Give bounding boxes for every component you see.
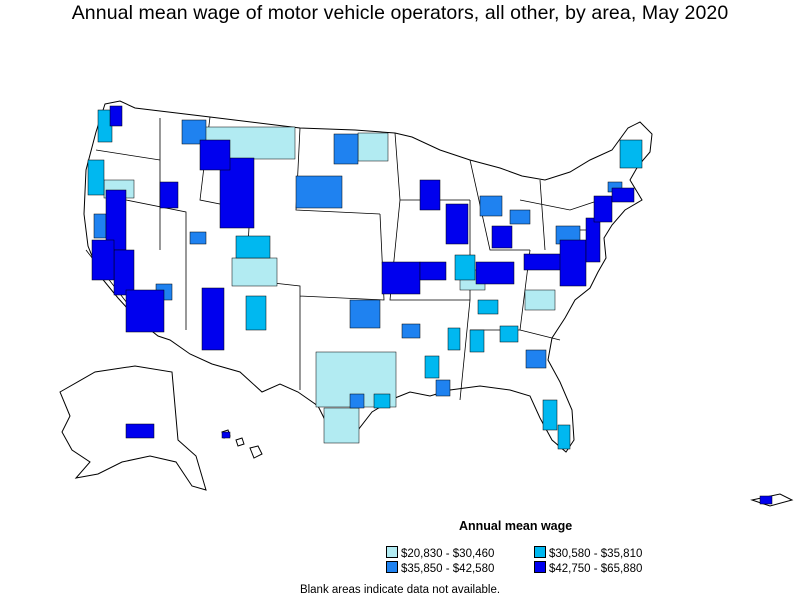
area-missouri xyxy=(381,261,421,295)
legend-swatch-high xyxy=(534,561,546,573)
area-utah-south xyxy=(189,231,207,245)
area-maryland xyxy=(585,217,601,263)
area-tennessee xyxy=(477,299,499,315)
area-alaska-south xyxy=(125,423,155,439)
area-oregon-coast xyxy=(87,159,105,196)
area-hawaii-oahu xyxy=(221,431,231,439)
legend-swatch-mid-high xyxy=(386,561,398,573)
area-illinois-north xyxy=(445,203,469,245)
area-maine xyxy=(619,139,643,169)
area-iowa xyxy=(419,179,441,211)
legend-label-low: $20,830 - $30,460 xyxy=(401,548,495,560)
area-oklahoma xyxy=(349,299,381,329)
area-new-mexico xyxy=(245,295,267,331)
area-florida-west xyxy=(542,399,558,431)
area-ohio xyxy=(509,209,531,225)
area-alabama xyxy=(469,329,485,353)
area-west-virginia xyxy=(523,253,567,271)
area-michigan xyxy=(479,195,503,217)
area-kansas-east xyxy=(419,261,447,281)
area-louisiana xyxy=(424,355,440,379)
area-washington-seattle xyxy=(109,105,123,127)
area-connecticut xyxy=(611,187,635,203)
area-indiana xyxy=(491,225,513,249)
legend-swatch-low xyxy=(386,546,398,558)
area-california-central xyxy=(91,239,115,281)
legend-item-high: $42,750 - $65,880 xyxy=(534,561,642,575)
area-colorado-south xyxy=(231,257,278,287)
area-georgia xyxy=(499,325,519,343)
area-nevada-west xyxy=(113,249,135,296)
area-texas-coast xyxy=(349,393,365,409)
area-louisiana-east xyxy=(435,379,451,397)
area-idaho-south xyxy=(159,181,179,209)
legend-item-low: $20,830 - $30,460 xyxy=(386,546,494,560)
legend-label-high: $42,750 - $65,880 xyxy=(549,563,643,575)
area-georgia-north xyxy=(525,349,547,369)
area-idaho-north xyxy=(181,119,207,145)
area-illinois xyxy=(454,254,476,281)
area-puerto-rico xyxy=(759,495,773,505)
legend-title: Annual mean wage xyxy=(459,519,573,533)
area-south-dakota xyxy=(295,175,343,209)
area-colorado-north xyxy=(235,235,271,259)
area-kentucky-east xyxy=(475,261,515,285)
area-idaho-montana xyxy=(199,139,231,171)
area-arizona xyxy=(201,287,225,351)
area-california-south xyxy=(125,289,165,333)
area-virginia xyxy=(559,239,587,287)
legend-label-mid-high: $35,850 - $42,580 xyxy=(401,563,495,575)
legend-item-mid-low: $30,580 - $35,810 xyxy=(534,546,642,560)
area-north-dakota-east xyxy=(357,132,389,162)
legend-item-mid-high: $35,850 - $42,580 xyxy=(386,561,494,575)
legend-label-mid-low: $30,580 - $35,810 xyxy=(549,548,643,560)
legend-swatch-mid-low xyxy=(534,546,546,558)
area-fills xyxy=(87,105,773,505)
area-arkansas xyxy=(401,323,421,339)
footnote: Blank areas indicate data not available. xyxy=(299,584,501,596)
area-california-north xyxy=(93,213,107,239)
area-houston xyxy=(373,393,391,409)
area-texas-south xyxy=(323,407,360,444)
area-north-dakota xyxy=(333,133,359,165)
region-outlines xyxy=(59,100,794,507)
area-mississippi xyxy=(447,327,461,351)
map-title: Annual mean wage of motor vehicle operat… xyxy=(71,2,729,24)
area-new-jersey xyxy=(593,195,613,223)
area-virginia-south xyxy=(524,289,556,311)
area-florida-south xyxy=(557,424,571,450)
